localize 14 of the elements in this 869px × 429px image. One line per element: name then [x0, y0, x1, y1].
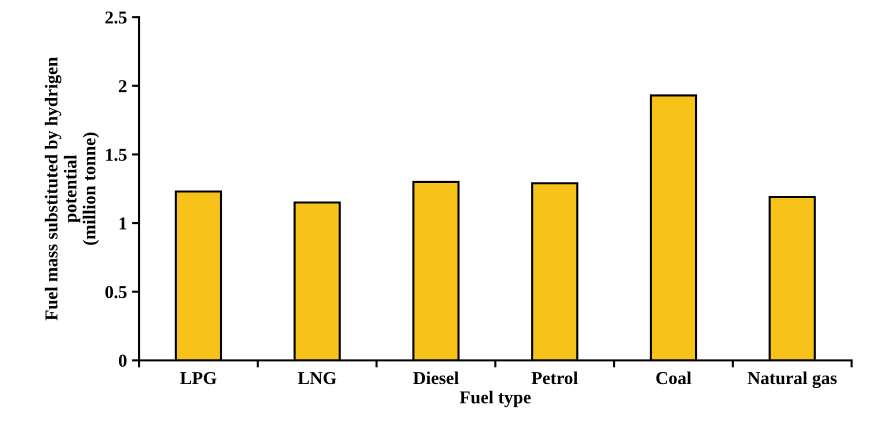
x-axis-title: Fuel type [460, 390, 531, 408]
y-axis-title: Fuel mass substituted by hydrigen potential (million tonne) [44, 57, 100, 320]
y-tick-label: 1.5 [106, 148, 127, 161]
x-tick-label: Coal [656, 371, 692, 384]
x-tick-label: Diesel [413, 371, 459, 384]
y-tick-label: 2 [118, 80, 126, 92]
y-tick-label: 1 [120, 217, 126, 230]
x-tick-label: LNG [298, 372, 336, 384]
y-tick-label: 0.5 [105, 286, 127, 298]
x-tick-label: Petrol [532, 371, 578, 384]
y-tick-label: 0 [118, 354, 127, 367]
y-tick-label: 2.5 [105, 11, 127, 24]
x-tick-label: Natural gas [748, 371, 837, 388]
x-tick-label: LPG [180, 372, 216, 384]
